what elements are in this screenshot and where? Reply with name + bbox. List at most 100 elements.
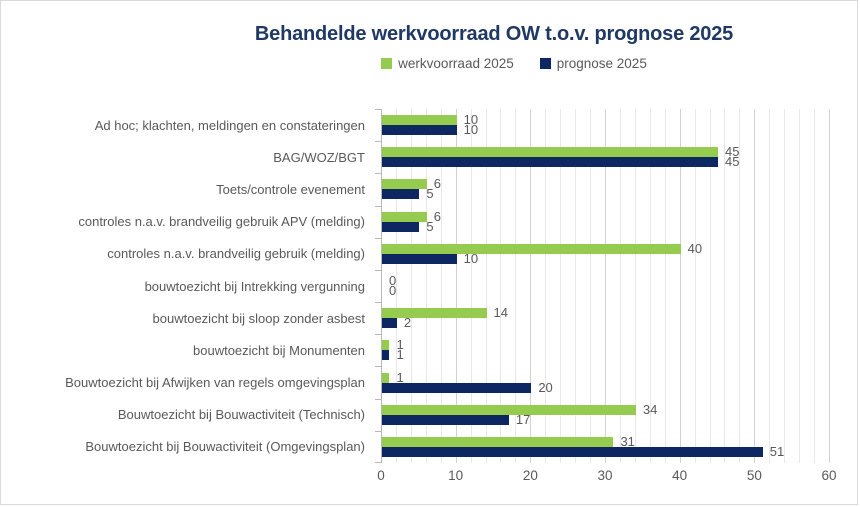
data-label: 10 [463,112,479,128]
data-label: 14 [493,305,508,321]
bar-werkvoorraad[interactable] [382,340,390,351]
y-axis-tick [375,334,381,336]
category-label: bouwtoezicht bij Monumenten [193,342,365,358]
bar-line: 5 [382,218,830,234]
y-axis-tick [375,173,381,175]
category-label: BAG/WOZ/BGT [273,149,365,165]
x-axis-tick-label: 0 [377,468,385,483]
minor-gridline [634,109,636,463]
y-axis-tick [375,302,381,304]
minor-gridline [410,109,412,463]
minor-gridline [575,109,577,463]
bar-prognose[interactable] [382,414,509,425]
bar-werkvoorraad[interactable] [382,404,636,415]
data-label: 0 [389,283,397,299]
data-label: 0 [389,273,397,289]
bar-row: 10 10 [382,109,830,141]
minor-gridline [395,109,397,463]
legend-item-prognose[interactable]: prognose 2025 [539,56,647,71]
minor-gridline [799,109,801,463]
plot-area: 10 10 45 45 6 5 6 5 40 10 0 0 14 2 1 1 1 20 34 17 31 51 [375,109,830,463]
minor-gridline [425,109,427,463]
bar-prognose[interactable] [382,382,532,393]
bar-line: 0 [382,283,830,299]
data-label: 6 [433,208,442,224]
legend-item-werkvoorraad[interactable]: werkvoorraad 2025 [381,56,514,71]
bar-prognose[interactable] [382,253,457,264]
bar-line: 31 [382,435,830,448]
bar-werkvoorraad[interactable] [382,179,427,190]
bar-prognose[interactable] [382,318,397,329]
category-label: controles n.a.v. brandveilig gebruik (me… [107,246,365,262]
data-label: 1 [396,337,404,353]
bar-row: 14 2 [382,302,830,334]
bar-werkvoorraad[interactable] [382,211,427,222]
minor-gridline [485,109,487,463]
y-axis-tick [375,366,381,368]
category-axis-labels: Ad hoc; klachten, meldingen en constater… [1,109,373,463]
bar-line: 40 [382,240,830,256]
bar-werkvoorraad[interactable] [382,115,457,126]
data-label: 51 [769,443,785,459]
bar-prognose[interactable] [382,446,763,457]
major-gridline [754,109,756,463]
x-axis-tick-label: 10 [448,468,464,483]
bar-werkvoorraad[interactable] [382,308,487,319]
bar-prognose[interactable] [382,125,457,136]
data-label: 1 [396,369,404,385]
bar-line: 14 [382,305,830,321]
data-label: 2 [403,315,412,331]
bar-prognose[interactable] [382,350,390,361]
x-axis-tick-label: 60 [821,468,837,483]
bar-line: 34 [382,401,830,417]
bar-line: 45 [382,155,830,168]
category-label: Ad hoc; klachten, meldingen en constater… [94,117,365,133]
chart-title: Behandelde werkvoorraad OW t.o.v. progno… [254,23,734,45]
bar-prognose[interactable] [382,157,718,168]
x-axis-tick-label: 30 [597,468,613,483]
data-label: 34 [642,401,658,417]
minor-gridline [709,109,711,463]
bar-werkvoorraad[interactable] [382,436,614,447]
minor-gridline [619,109,621,463]
minor-gridline [724,109,726,463]
data-label: 10 [463,250,479,266]
legend-label-werkvoorraad: werkvoorraad 2025 [398,56,514,71]
bar-werkvoorraad[interactable] [382,147,718,158]
data-label: 1 [396,347,404,363]
data-label: 40 [687,240,703,256]
y-axis-tick [375,205,381,207]
category-label: bouwtoezicht bij Intrekking vergunning [144,278,365,294]
bar-line: 1 [382,347,830,363]
bar-prognose[interactable] [382,189,420,200]
data-label: 10 [463,122,479,138]
bar-line: 0 [382,273,830,289]
legend-swatch-prognose-icon [539,58,551,69]
bar-werkvoorraad[interactable] [382,243,681,254]
y-axis-tick [375,269,381,271]
minor-gridline [470,109,472,463]
category-label: Bouwtoezicht bij Bouwactiviteit (Omgevin… [85,439,365,455]
bar-line: 10 [382,250,830,266]
minor-gridline [814,109,816,463]
category-label: Bouwtoezicht bij Afwijken van regels omg… [65,375,365,391]
bar-line: 10 [382,112,830,128]
bar-row: 1 20 [382,367,830,399]
data-label: 5 [426,218,434,234]
legend-swatch-werkvoorraad-icon [381,58,393,69]
y-axis-tick [375,109,381,110]
bar-werkvoorraad[interactable] [382,372,390,383]
legend: werkvoorraad 2025 prognose 2025 [171,56,857,71]
category-label: Toets/controle evenement [216,181,365,197]
x-axis-tick-label: 20 [522,468,538,483]
minor-gridline [649,109,651,463]
bar-prognose[interactable] [382,221,420,232]
bar-line: 6 [382,208,830,224]
bar-line: 17 [382,413,830,426]
x-axis-tick-label: 40 [672,468,688,483]
category-label: controles n.a.v. brandveilig gebruik APV… [78,214,365,230]
bar-line: 51 [382,443,830,459]
bar-row: 34 17 [382,399,830,431]
